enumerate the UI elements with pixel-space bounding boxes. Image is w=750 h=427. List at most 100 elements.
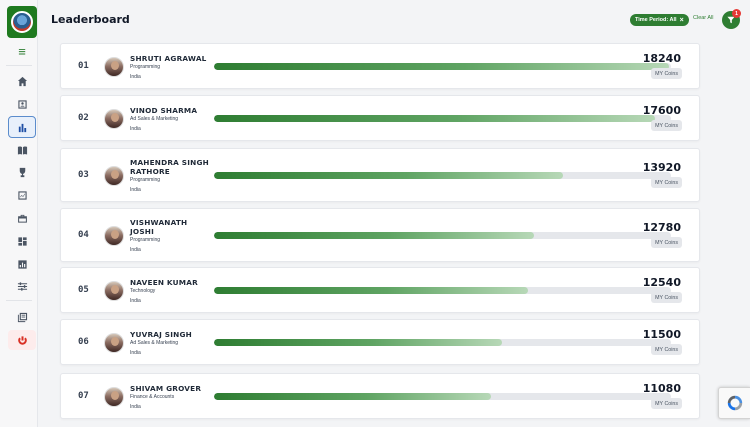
rank-number: 02 [78, 113, 89, 123]
score-progress-fill [214, 63, 669, 70]
nav-courses[interactable] [8, 140, 36, 160]
participant-info: MAHENDRA SINGH RATHORE Programming India [130, 158, 210, 194]
bar-chart-icon [18, 123, 26, 132]
home-icon [17, 76, 27, 86]
leaderboard-row[interactable]: 07 SHIVAM GROVER Finance & Accounts India 11… [60, 373, 700, 419]
avatar [104, 166, 124, 186]
score-progress-track [214, 393, 671, 400]
score-progress-track [214, 115, 671, 122]
participant-name: SHRUTI AGRAWAL [130, 54, 207, 63]
score-progress-track [214, 339, 671, 346]
logout-button[interactable] [8, 330, 36, 350]
participant-name: SHIVAM GROVER [130, 384, 202, 393]
participant-country: India [130, 298, 141, 304]
rank-number: 01 [78, 61, 89, 71]
filter-count-badge: 1 [732, 9, 741, 18]
participant-name: YUVRAJ SINGH [130, 330, 192, 339]
sliders-icon [17, 281, 27, 291]
score-value: 13920 [642, 161, 681, 174]
score-progress-track [214, 63, 671, 70]
participant-country: India [130, 350, 141, 356]
score-value: 11080 [642, 382, 681, 395]
my-coins-label: MY Coins [651, 68, 682, 79]
participant-name: VISHWANATH [130, 218, 188, 227]
participant-department: Programming [130, 237, 161, 243]
participant-name: VINOD SHARMA [130, 106, 198, 115]
library-icon [17, 312, 27, 322]
report-icon [17, 190, 27, 200]
my-coins-label: MY Coins [651, 398, 682, 409]
my-coins-label: MY Coins [651, 177, 682, 188]
nav-dashboard[interactable] [8, 231, 36, 251]
score-value: 12780 [642, 221, 681, 234]
filter-chip-label: Time Period: All [635, 17, 677, 23]
analytics-icon [17, 259, 27, 269]
participant-name: MAHENDRA SINGH [130, 158, 209, 167]
leaderboard-row[interactable]: 06 YUVRAJ SINGH Ad Sales & Marketing India 1… [60, 319, 700, 365]
leaderboard-row[interactable]: 01 SHRUTI AGRAWAL Programming India 18240 MY … [60, 43, 700, 89]
page-title: Leaderboard [51, 13, 130, 26]
participant-name: RATHORE [130, 167, 170, 176]
avatar [104, 109, 124, 129]
avatar [104, 226, 124, 246]
score-progress-fill [214, 115, 655, 122]
nav-jobs[interactable] [8, 208, 36, 228]
rank-number: 03 [78, 170, 89, 180]
participant-country: India [130, 74, 141, 80]
nav-home[interactable] [8, 71, 36, 91]
nav-library[interactable] [8, 307, 36, 327]
participant-name: NAVEEN KUMAR [130, 278, 198, 287]
participant-info: YUVRAJ SINGH Ad Sales & Marketing India [130, 330, 210, 357]
chip-close-icon[interactable]: × [679, 16, 684, 24]
leaderboard-row[interactable]: 03 MAHENDRA SINGH RATHORE Programming India 1… [60, 148, 700, 202]
my-coins-label: MY Coins [651, 292, 682, 303]
score-value: 11500 [642, 328, 681, 341]
participant-department: Finance & Accounts [130, 394, 175, 400]
power-icon [17, 335, 27, 345]
trophy-icon [19, 167, 25, 177]
score-progress-fill [214, 232, 534, 239]
participant-info: VISHWANATH JOSHI Programming India [130, 218, 210, 254]
hamburger-menu-icon[interactable]: ≡ [18, 43, 26, 59]
nav-achievements[interactable] [8, 162, 36, 182]
score-progress-track [214, 287, 671, 294]
nav-profile[interactable] [8, 94, 36, 114]
my-coins-label: MY Coins [651, 237, 682, 248]
rank-number: 04 [78, 230, 89, 240]
recaptcha-badge[interactable] [718, 387, 750, 419]
rank-number: 07 [78, 391, 89, 401]
participant-department: Programming [130, 177, 161, 183]
app-logo[interactable] [7, 6, 37, 38]
participant-department: Ad Sales & Marketing [130, 116, 179, 122]
filter-icon [727, 16, 735, 24]
rank-number: 06 [78, 337, 89, 347]
leaderboard-row[interactable]: 05 NAVEEN KUMAR Technology India 12540 MY Coi… [60, 267, 700, 313]
recaptcha-icon [727, 395, 742, 411]
score-progress-track [214, 172, 671, 179]
book-icon [17, 146, 27, 155]
participant-department: Programming [130, 64, 161, 70]
participant-country: India [130, 404, 141, 410]
nav-leaderboard[interactable] [8, 116, 36, 138]
score-progress-track [214, 232, 671, 239]
leaderboard-row[interactable]: 04 VISHWANATH JOSHI Programming India 12780 MY… [60, 208, 700, 262]
id-card-icon [17, 99, 27, 109]
clear-all-link[interactable]: Clear All [693, 15, 714, 21]
participant-info: SHRUTI AGRAWAL Programming India [130, 54, 210, 81]
participant-country: India [130, 187, 141, 193]
nav-settings[interactable] [8, 276, 36, 296]
rank-number: 05 [78, 285, 89, 295]
briefcase-icon [17, 214, 27, 223]
sidebar-divider [6, 300, 32, 301]
time-period-filter-chip[interactable]: Time Period: All × [630, 14, 689, 26]
score-progress-fill [214, 339, 502, 346]
avatar [104, 387, 124, 407]
nav-reports[interactable] [8, 185, 36, 205]
participant-info: NAVEEN KUMAR Technology India [130, 278, 210, 305]
participant-info: SHIVAM GROVER Finance & Accounts India [130, 384, 210, 411]
avatar [104, 57, 124, 77]
score-progress-fill [214, 172, 563, 179]
nav-analytics[interactable] [8, 254, 36, 274]
participant-country: India [130, 126, 141, 132]
leaderboard-row[interactable]: 02 VINOD SHARMA Ad Sales & Marketing India 1… [60, 95, 700, 141]
